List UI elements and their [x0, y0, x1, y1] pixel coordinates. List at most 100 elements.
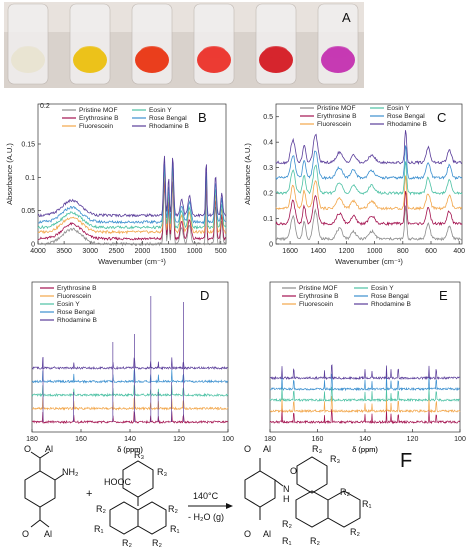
series-line: [269, 386, 461, 403]
plot-frame: [37, 103, 227, 245]
r1-label: R₁: [94, 524, 104, 534]
arrow-condition-temp: 140°C: [193, 491, 219, 501]
y-axis-label: Absorbance (A.U.): [243, 143, 252, 205]
r2-label: R₂: [350, 527, 360, 537]
reaction-scheme: F O Al NH₂ O Al + HOOC R₃ R₃ R: [22, 444, 412, 548]
x-tick-label: 1000: [187, 248, 203, 255]
panel-label-f: F: [400, 450, 412, 472]
x-tick-label: 120: [407, 436, 419, 443]
oxygen-label: O: [24, 444, 31, 454]
x-tick-label: 1000: [367, 248, 383, 255]
oxygen-label: O: [244, 444, 251, 454]
photo-panel-a: A: [4, 2, 364, 88]
r1-label: R₁: [170, 524, 180, 534]
legend-entry: Eosin Y: [149, 107, 172, 114]
x-axis-label: Wavenumber (cm⁻¹): [98, 257, 166, 266]
chart-b: 0.2 B 4000 3500 3000 2500 2000 1500 1000 500 0 0.…: [5, 103, 227, 266]
legend-entry: Fluorescein: [299, 301, 333, 308]
vial-group: [7, 3, 359, 85]
series-line: [275, 191, 463, 227]
al-label-top: Al: [263, 444, 271, 454]
x-tick-label: 140: [359, 436, 371, 443]
series-line: [31, 357, 229, 371]
r3-label: R₃: [134, 450, 144, 460]
al-label-top: Al: [45, 444, 53, 454]
nh2-label: NH₂: [62, 467, 79, 477]
x-tick-label: 180: [26, 436, 38, 443]
r2-label: R₂: [122, 538, 132, 548]
r2-label: R₂: [96, 504, 106, 514]
series-line: [269, 408, 461, 425]
x-tick-label: 3500: [56, 248, 72, 255]
series-line: [37, 185, 227, 247]
r2-label: R₂: [310, 536, 320, 546]
r2-label: R₂: [152, 538, 162, 548]
vial-powder-top: [202, 46, 226, 58]
y-tick-label: 0.3: [263, 165, 273, 172]
legend-entry: Fluorescein: [57, 293, 91, 300]
y-tick-label: 0.2: [263, 191, 273, 198]
plot-frame: [275, 103, 463, 245]
bond: [30, 519, 41, 528]
x-tick-label: 4000: [30, 248, 46, 255]
bond: [39, 519, 50, 528]
xanthene-left: [109, 501, 139, 535]
y-tick-label: 0.05: [21, 208, 35, 215]
legend-entry: Pristine MOF: [79, 107, 117, 114]
product-xanthene-left: [295, 490, 329, 528]
x-axis-label: δ (ppm): [352, 445, 378, 454]
legend-entry: Rhodamine B: [57, 317, 98, 324]
x-tick-label: 160: [312, 436, 324, 443]
r2-label: R₂: [340, 487, 350, 497]
x-axis-label: Wavenumber (cm⁻¹): [335, 257, 403, 266]
x-tick-label: 140: [124, 436, 136, 443]
y-tick-label: 0.5: [263, 114, 273, 121]
vial-powder-top: [326, 46, 350, 58]
nh-label: N: [283, 484, 290, 494]
product-pendant-ring: [296, 456, 328, 494]
y-tick-label: 0.1: [25, 175, 35, 182]
plus-sign: +: [86, 488, 92, 500]
y-tick-label: 0: [31, 242, 35, 249]
legend-entry: Rose Bengal: [371, 293, 409, 300]
legend-entry: Erythrosine B: [299, 293, 339, 300]
r1-label: R₁: [282, 536, 292, 546]
series-line: [31, 368, 229, 384]
series-line: [275, 130, 463, 166]
legend-entry: Fluorescein: [317, 121, 351, 128]
arrow-head: [226, 503, 233, 509]
series-line: [269, 364, 461, 381]
y-tick-label: 0.1: [263, 216, 273, 223]
arrow-condition-water: - H₂O (g): [188, 512, 224, 522]
series-line: [37, 167, 227, 230]
legend-entry: Erythrosine B: [57, 285, 97, 292]
legend-entry: Rhodamine B: [149, 123, 190, 130]
bond: [274, 479, 284, 487]
x-axis-label: δ (ppm): [117, 445, 143, 454]
series-line: [37, 163, 227, 225]
amide-o-label: O: [290, 466, 297, 476]
x-tick-label: 1500: [161, 248, 177, 255]
r1-label: R₁: [362, 499, 372, 509]
vial-powder-top: [264, 46, 288, 58]
bond: [30, 451, 41, 459]
x-tick-label: 2500: [109, 248, 125, 255]
series-line: [31, 384, 229, 398]
x-tick-label: 120: [173, 436, 185, 443]
legend-entry: Rhodamine B: [371, 301, 412, 308]
x-axis-label: δ (ppm): [352, 445, 378, 454]
chart-c: C 1600 1400 1200 1000 800 600 400 0 0.1 0.2 0.3 0.4…: [243, 103, 465, 266]
y-tick-label: 0.4: [263, 140, 273, 147]
series-line: [31, 396, 229, 411]
x-tick-label: 1600: [282, 248, 298, 255]
x-tick-label: 100: [454, 436, 466, 443]
series-line: [275, 175, 463, 211]
oxygen-label: O: [22, 529, 29, 539]
x-tick-label: 100: [222, 436, 234, 443]
vial-powder-top: [16, 46, 40, 58]
legend-entry: Pristine MOF: [317, 105, 355, 112]
legend-entry: Rose Bengal: [387, 113, 425, 120]
x-tick-label: 1200: [339, 248, 355, 255]
